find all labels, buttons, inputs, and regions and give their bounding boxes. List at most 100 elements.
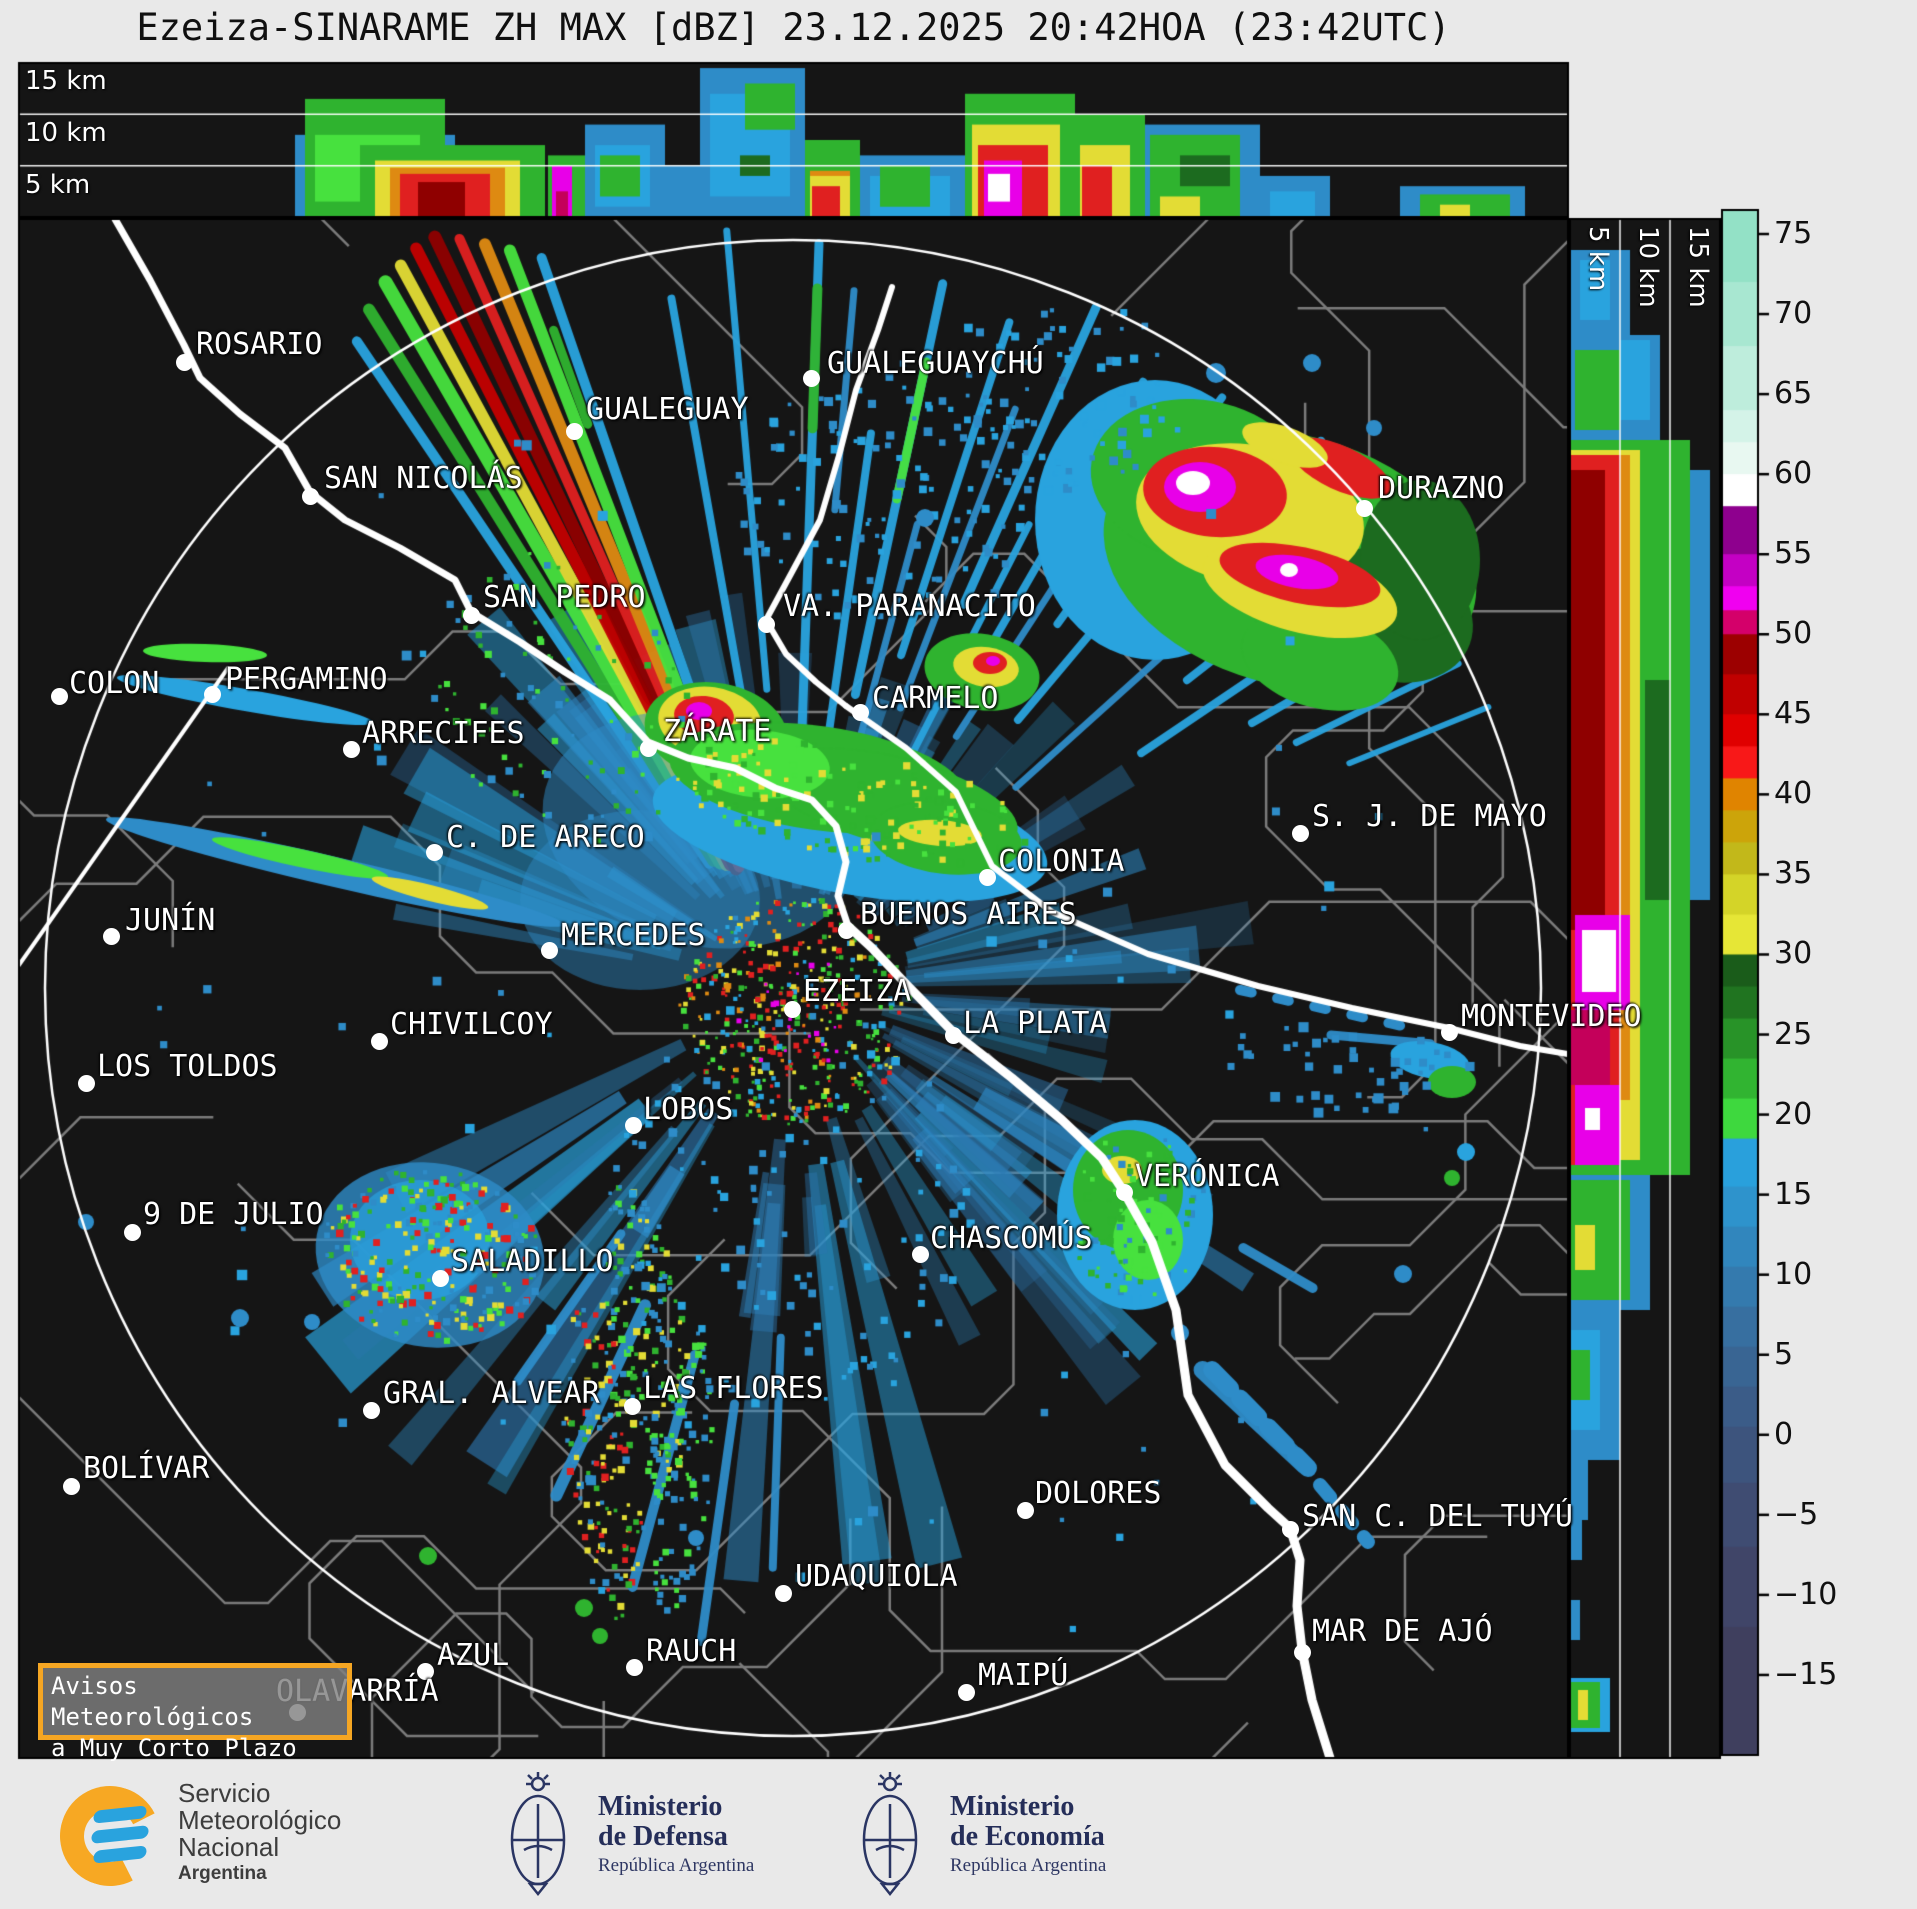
colorbar-tick-label: 50	[1774, 616, 1813, 652]
top-panel-label-5km: 5 km	[25, 170, 91, 200]
colorbar-tick-label: 55	[1774, 536, 1813, 572]
city-label: GRAL. ALVEAR	[383, 1376, 600, 1411]
colorbar-tick-label: −5	[1774, 1496, 1819, 1532]
ministerio-economia-logo: Ministerio de Economía República Argenti…	[852, 1770, 1106, 1898]
city-label: MERCEDES	[561, 918, 706, 953]
city-dot	[371, 1033, 388, 1050]
ministerio-defensa-logo: Ministerio de Defensa República Argentin…	[500, 1770, 754, 1898]
city-label: VERÓNICA	[1135, 1159, 1280, 1194]
city-label: JUNÍN	[125, 903, 216, 938]
city-dot	[625, 1117, 642, 1134]
city-label: CARMELO	[872, 681, 999, 716]
smn-text-3: Nacional	[178, 1832, 280, 1862]
smn-logo: Servicio Meteorológico Nacional Argentin…	[46, 1772, 342, 1900]
city-dot	[979, 869, 996, 886]
city-dot	[363, 1402, 380, 1419]
city-dot	[1292, 825, 1309, 842]
colorbar-tick-label: 25	[1774, 1016, 1813, 1052]
colorbar-tick-label: −15	[1774, 1656, 1838, 1692]
city-dot	[945, 1027, 962, 1044]
coat-of-arms-icon	[862, 1772, 918, 1897]
colorbar-tick-label: 20	[1774, 1096, 1813, 1132]
warning-badge[interactable]: Avisos Meteorológicos a Muy Corto Plazo	[38, 1663, 352, 1762]
city-label: SAN NICOLÁS	[324, 461, 523, 496]
city-dot	[1282, 1521, 1299, 1538]
colorbar-tick-label: 75	[1774, 216, 1813, 251]
city-dot	[626, 1659, 643, 1676]
defensa-line1: Ministerio	[598, 1791, 723, 1822]
city-label: LAS FLORES	[643, 1371, 824, 1406]
city-dot	[1441, 1024, 1458, 1041]
colorbar-tick-label: 10	[1774, 1256, 1813, 1292]
city-label: COLON	[69, 666, 160, 701]
city-label: CHASCOMÚS	[930, 1221, 1093, 1256]
city-label: BOLÍVAR	[83, 1451, 210, 1486]
colorbar-tick-label: 40	[1774, 776, 1813, 812]
colorbar-tick-label: 45	[1774, 696, 1813, 732]
warning-badge-line2: a Muy Corto Plazo	[51, 1734, 297, 1762]
city-dot	[124, 1224, 141, 1241]
city-label: ARRECIFES	[362, 716, 525, 751]
city-label: LOS TOLDOS	[97, 1049, 278, 1084]
city-dot	[838, 922, 855, 939]
city-dot	[566, 423, 583, 440]
city-label: UDAQUIOLA	[795, 1559, 958, 1594]
city-dot	[784, 1001, 801, 1018]
city-label: PERGAMINO	[225, 662, 388, 697]
city-dot	[417, 1663, 434, 1680]
colorbar-tick-label: −10	[1774, 1576, 1838, 1612]
smn-text-1: Servicio	[178, 1778, 271, 1808]
defensa-line2: de Defensa	[598, 1821, 728, 1852]
city-label: LA PLATA	[963, 1006, 1108, 1041]
colorbar-tick-label: 35	[1774, 856, 1813, 892]
smn-text-2: Meteorológico	[178, 1805, 342, 1835]
colorbar-tick-label: 0	[1774, 1416, 1794, 1452]
city-label: SALADILLO	[451, 1244, 614, 1279]
city-label: CHIVILCOY	[390, 1007, 553, 1042]
economia-line2: de Economía	[950, 1821, 1105, 1852]
city-dot	[775, 1585, 792, 1602]
city-label: DOLORES	[1035, 1476, 1162, 1511]
city-label: GUALEGUAY	[586, 392, 749, 427]
colorbar-tick-label: 60	[1774, 456, 1813, 492]
city-dot	[426, 844, 443, 861]
city-label: C. DE ARECO	[446, 820, 645, 855]
city-dot	[432, 1270, 449, 1287]
top-panel-label-15km: 15 km	[25, 66, 107, 96]
colorbar-tick-label: 65	[1774, 376, 1813, 412]
smn-text-country: Argentina	[178, 1863, 267, 1884]
city-dot	[541, 942, 558, 959]
colorbar-tick-label: 70	[1774, 296, 1813, 332]
right-panel-label-10km: 10 km	[1633, 226, 1663, 308]
warning-badge-line1: Avisos Meteorológicos	[51, 1672, 254, 1731]
colorbar-tick-label: 5	[1774, 1336, 1794, 1372]
right-panel-label-5km: 5 km	[1583, 226, 1613, 292]
page-title: Ezeiza-SINARAME ZH MAX [dBZ] 23.12.2025 …	[136, 6, 1451, 49]
city-label: DURAZNO	[1378, 471, 1505, 506]
colorbar-tick-label: 15	[1774, 1176, 1813, 1212]
city-dot	[624, 1398, 641, 1415]
city-label: MAIPÚ	[978, 1658, 1069, 1693]
city-dot	[640, 740, 657, 757]
city-label: MAR DE AJÓ	[1312, 1614, 1493, 1649]
city-dot	[176, 354, 193, 371]
city-dot	[1294, 1644, 1311, 1661]
city-dot	[852, 704, 869, 721]
city-dot	[1116, 1184, 1133, 1201]
city-label: MONTEVIDEO	[1461, 999, 1642, 1034]
city-label: ROSARIO	[196, 327, 323, 362]
city-label: GUALEGUAYCHÚ	[827, 346, 1044, 381]
city-dot	[958, 1684, 975, 1701]
city-dot	[912, 1246, 929, 1263]
city-dot	[1356, 500, 1373, 517]
city-dot	[758, 616, 775, 633]
city-label: BUENOS AIRES	[860, 897, 1077, 932]
economia-line1: Ministerio	[950, 1791, 1075, 1822]
defensa-sub: República Argentina	[598, 1855, 755, 1876]
economia-sub: República Argentina	[950, 1855, 1107, 1876]
city-dot	[343, 741, 360, 758]
city-dot	[1017, 1502, 1034, 1519]
city-label: LOBOS	[643, 1092, 734, 1127]
